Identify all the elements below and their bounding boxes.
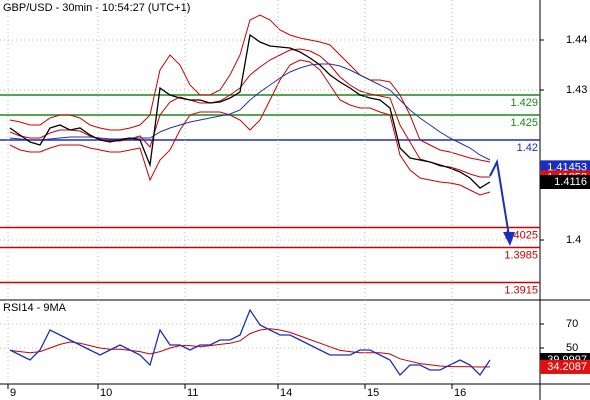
y-tick-label: 1.4 [566,234,581,246]
price-tag [540,175,590,189]
level-label: 1.3985 [504,249,538,261]
price-tag [540,359,590,374]
series-line [9,308,491,377]
price-tag-label: 1.41453 [547,161,587,173]
y-tick-label: 1.43 [566,84,587,96]
y-tick-label: 1.44 [566,34,587,46]
projection-arrow [489,158,510,237]
x-tick-label: 16 [454,387,466,399]
series-line [9,14,491,163]
arrow-head [503,232,515,246]
y-tick-label: 70 [566,318,578,330]
price-tag-label: 34.2087 [547,361,587,373]
series-line [9,328,491,368]
level-label: 1.429 [510,97,538,109]
panel-title: GBP/USD - 30min - 10:54:27 (UTC+1) [3,2,190,14]
x-tick-label: 9 [10,387,16,399]
price-tag-label: 1.4116 [554,176,587,188]
level-label: 1.3915 [504,284,538,296]
level-label: 1.42 [517,142,538,154]
level-label: 1.425 [510,117,538,129]
x-tick-label: 14 [280,387,292,399]
y-tick-label: 50 [566,342,578,354]
x-tick-label: 15 [367,387,379,399]
series-line [9,33,491,189]
x-tick-label: 10 [100,387,112,399]
panel-title: RSI14 - 9MA [3,302,67,314]
x-tick-label: 11 [187,387,198,399]
series-line [9,63,491,161]
series-line [9,48,490,178]
series-line [9,59,491,196]
